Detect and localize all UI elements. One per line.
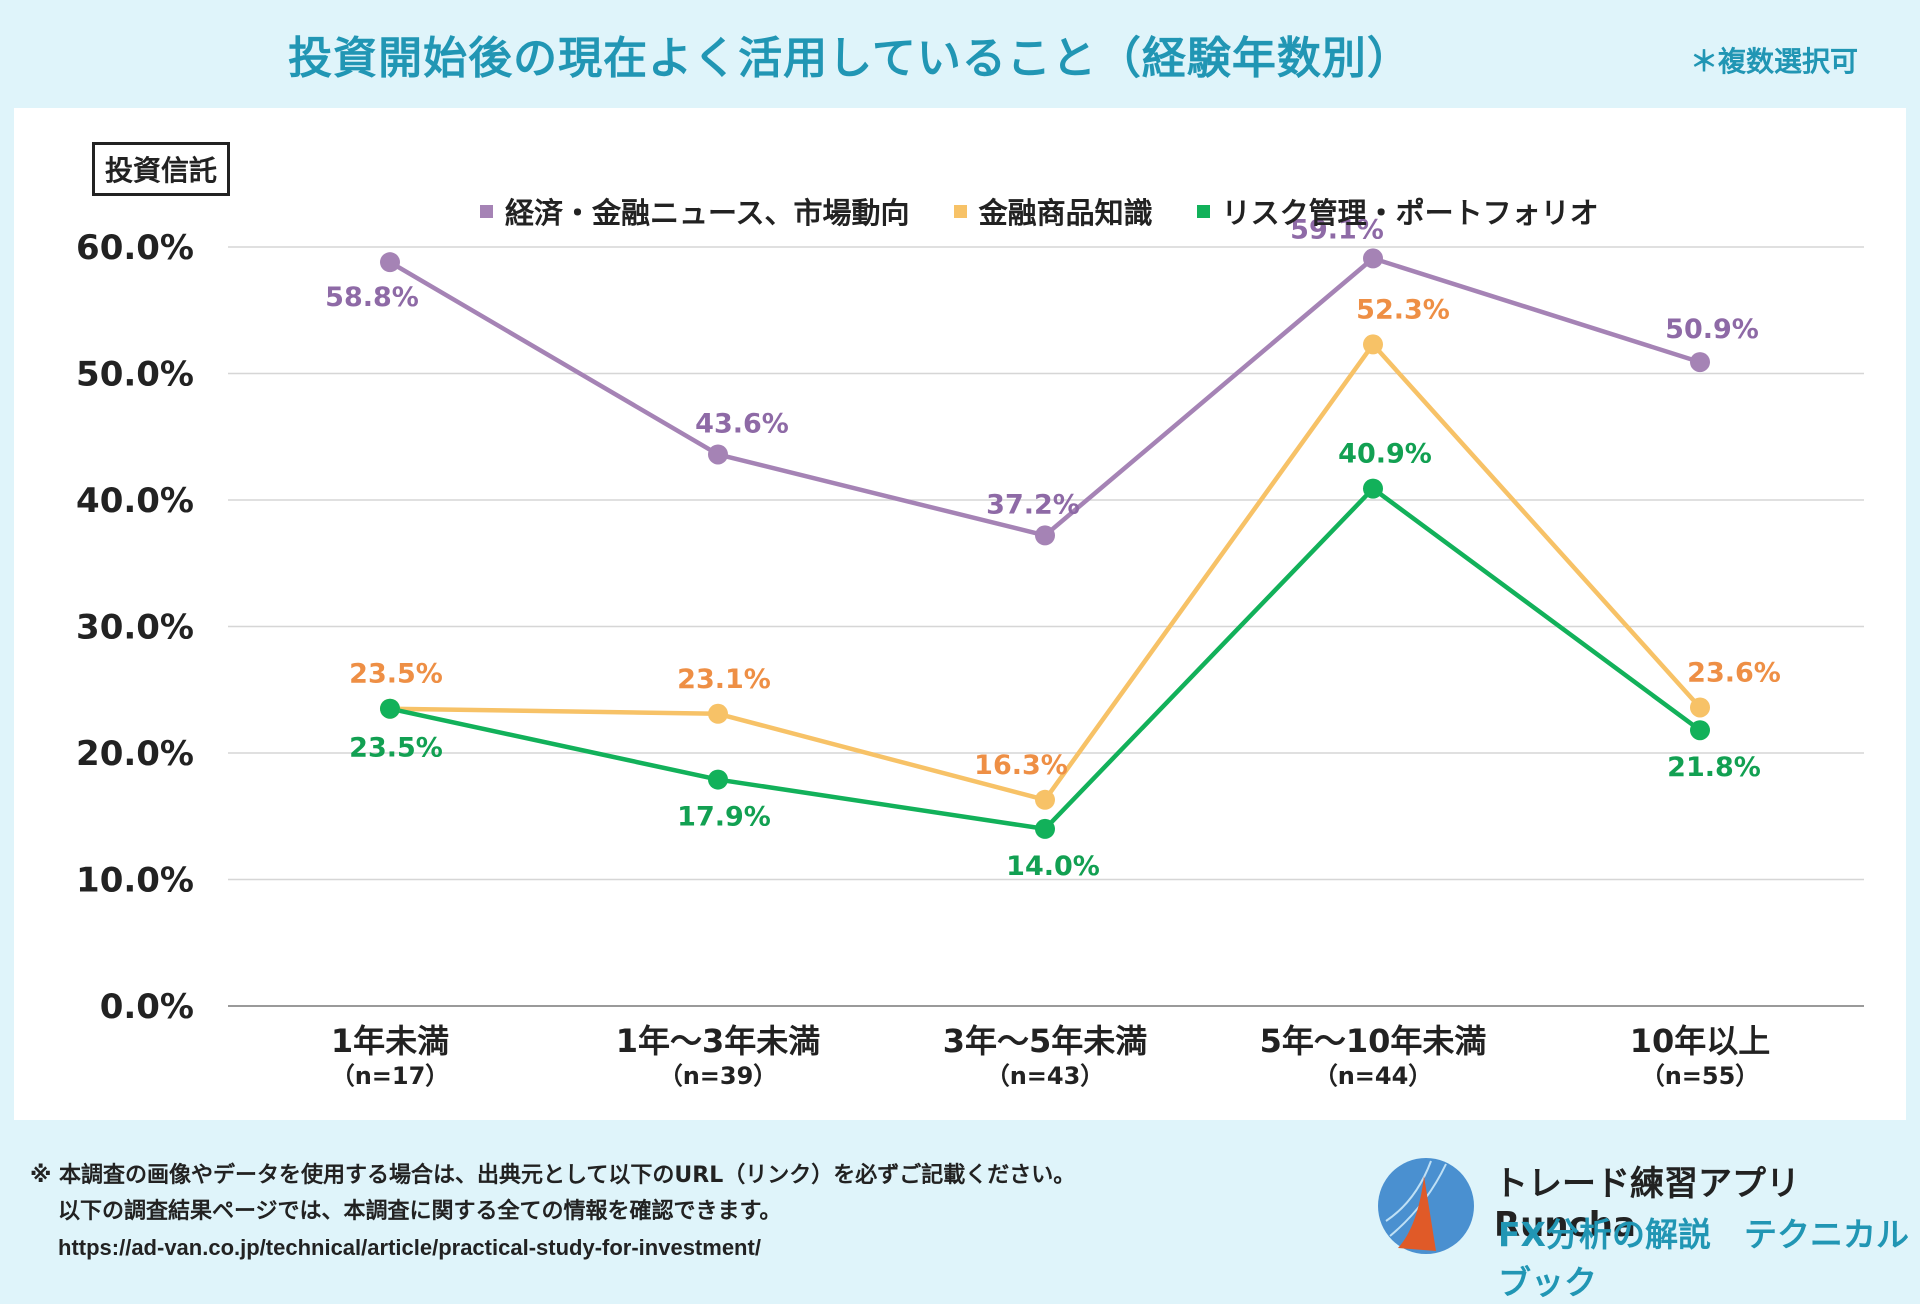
data-label: 23.1%	[677, 664, 771, 695]
data-label: 23.6%	[1687, 657, 1781, 688]
runcha-logo-icon	[1378, 1158, 1474, 1254]
chart-legend: 経済・金融ニュース、市場動向 金融商品知識 リスク管理・ポートフォリオ	[480, 190, 1599, 232]
x-tick-label: 3年〜5年未満	[943, 1022, 1148, 1060]
y-tick-label: 0.0%	[100, 987, 194, 1027]
y-tick-label: 50.0%	[76, 355, 194, 395]
chart-panel	[14, 108, 1906, 1120]
data-point	[1035, 818, 1055, 839]
legend-item-news: 経済・金融ニュース、市場動向	[480, 190, 910, 232]
y-tick-label: 40.0%	[76, 481, 194, 521]
legend-label: 経済・金融ニュース、市場動向	[505, 196, 910, 230]
data-point	[708, 703, 728, 724]
data-point	[1363, 334, 1383, 355]
x-tick-label: 5年〜10年未満	[1260, 1022, 1487, 1060]
data-label: 40.9%	[1338, 439, 1432, 470]
data-label: 14.0%	[1006, 851, 1100, 882]
data-point	[1690, 720, 1710, 741]
data-label: 59.1%	[1290, 214, 1384, 245]
data-label: 37.2%	[986, 489, 1080, 520]
source-url-link[interactable]: https://ad-van.co.jp/technical/article/p…	[58, 1235, 761, 1260]
x-tick-label: 1年〜3年未満	[616, 1022, 821, 1060]
legend-swatch-icon	[953, 204, 967, 218]
multi-select-note: ＊複数選択可	[1689, 45, 1858, 78]
legend-swatch-icon	[1196, 204, 1210, 218]
category-label: 投資信託	[92, 142, 231, 196]
data-label: 23.5%	[349, 659, 443, 690]
legend-item-product-knowledge: 金融商品知識	[953, 190, 1153, 232]
data-point	[1690, 352, 1710, 373]
page-title: 投資開始後の現在よく活用していること（経験年数別）	[288, 33, 1412, 84]
x-sample-size-label: （n=17）	[331, 1062, 450, 1090]
series-line	[389, 342, 1702, 803]
data-point	[1363, 248, 1383, 269]
x-sample-size-label: （n=55）	[1641, 1062, 1760, 1090]
data-label: 21.8%	[1667, 752, 1761, 783]
data-point	[708, 769, 728, 790]
footer-line-2: 以下の調査結果ページでは、本調査に関する全ての情報を確認できます。	[58, 1199, 782, 1224]
data-label: 43.6%	[695, 408, 789, 439]
x-tick-label: 10年以上	[1630, 1022, 1771, 1060]
y-tick-label: 30.0%	[76, 608, 194, 648]
data-point	[380, 698, 400, 719]
brand-tagline: FX分析の解説 テクニカルブック	[1498, 1215, 1909, 1302]
legend-label: 金融商品知識	[978, 196, 1153, 230]
data-point	[1690, 697, 1710, 718]
footer-line-1: ※ 本調査の画像やデータを使用する場合は、出典元として以下のURL（リンク）を必…	[30, 1163, 1076, 1188]
y-tick-label: 60.0%	[76, 228, 194, 268]
data-point	[708, 444, 728, 465]
data-point	[1035, 525, 1055, 546]
legend-label: リスク管理・ポートフォリオ	[1221, 196, 1599, 230]
x-tick-label: 1年未満	[331, 1022, 449, 1060]
data-label: 58.8%	[325, 282, 419, 313]
data-point	[380, 252, 400, 273]
x-sample-size-label: （n=43）	[986, 1062, 1105, 1090]
data-point	[1363, 478, 1383, 499]
brand-name: トレード練習アプリ Runcha	[1494, 1164, 1834, 1245]
data-label: 17.9%	[677, 802, 771, 833]
data-label: 23.5%	[349, 733, 443, 764]
data-label: 52.3%	[1356, 294, 1450, 325]
data-point	[1035, 789, 1055, 810]
x-sample-size-label: （n=44）	[1314, 1062, 1433, 1090]
footer-notice: ※ 本調査の画像やデータを使用する場合は、出典元として以下のURL（リンク）を必…	[30, 1158, 1075, 1266]
data-label: 50.9%	[1665, 314, 1759, 345]
legend-item-risk-management: リスク管理・ポートフォリオ	[1196, 190, 1599, 232]
x-sample-size-label: （n=39）	[659, 1062, 778, 1090]
data-label: 16.3%	[974, 750, 1068, 781]
y-tick-label: 10.0%	[76, 861, 194, 901]
y-tick-label: 20.0%	[76, 734, 194, 774]
legend-swatch-icon	[480, 204, 493, 218]
